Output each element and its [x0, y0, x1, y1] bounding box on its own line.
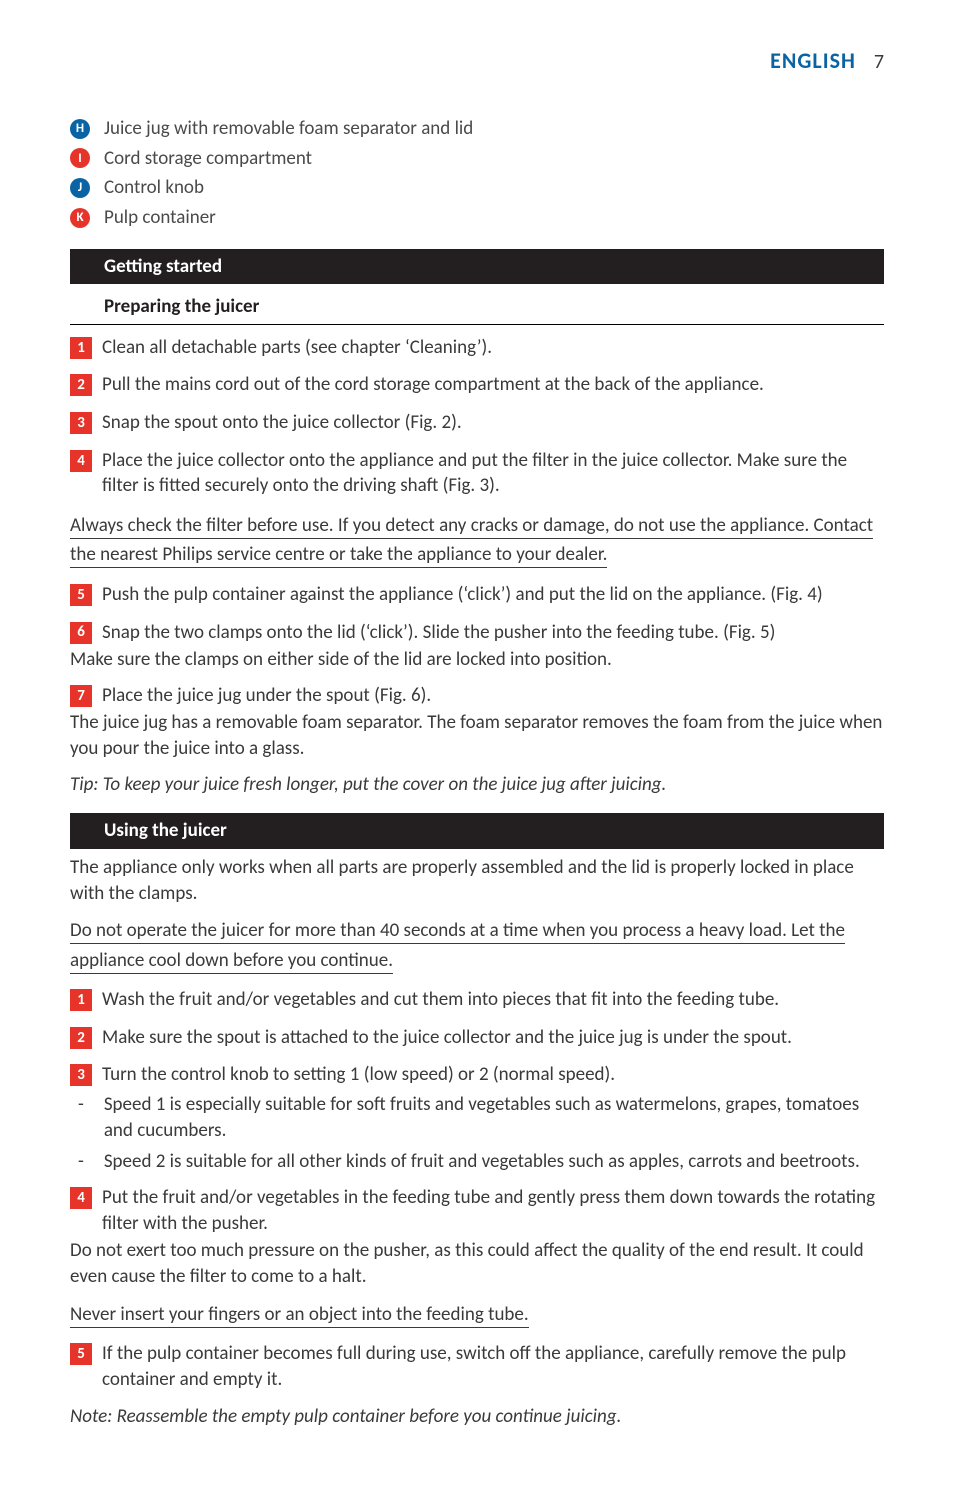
step-follow-text: Make sure the clamps on either side of t… — [70, 647, 884, 673]
header-language: ENGLISH — [770, 46, 856, 76]
letter-badge-h: H — [70, 119, 90, 139]
step-number: 4 — [70, 1187, 92, 1209]
bullet-item: - Speed 1 is especially suitable for sof… — [78, 1092, 884, 1143]
letter-badge-k: K — [70, 208, 90, 228]
step-row: 7 Place the juice jug under the spout (F… — [70, 683, 884, 709]
step-row: 5 Push the pulp container against the ap… — [70, 582, 884, 608]
parts-item: I Cord storage compartment — [70, 146, 884, 172]
step-row: 4 Place the juice collector onto the app… — [70, 448, 884, 499]
parts-item: H Juice jug with removable foam separato… — [70, 116, 884, 142]
bullet-item: - Speed 2 is suitable for all other kind… — [78, 1149, 884, 1175]
step-text: Make sure the spout is attached to the j… — [102, 1025, 792, 1051]
bullet-text: Speed 1 is especially suitable for soft … — [104, 1092, 884, 1143]
step-number: 4 — [70, 450, 92, 472]
header-page-number: 7 — [874, 49, 884, 76]
step-row: 3 Turn the control knob to setting 1 (lo… — [70, 1062, 884, 1088]
step-number: 3 — [70, 1064, 92, 1086]
warning-filter-check: Always check the filter before use. If y… — [70, 511, 884, 570]
step-text: Clean all detachable parts (see chapter … — [102, 335, 492, 361]
note-text: Note: Reassemble the empty pulp containe… — [70, 1404, 884, 1430]
step-number: 2 — [70, 1027, 92, 1049]
tip-text: Tip: To keep your juice fresh longer, pu… — [70, 772, 884, 798]
step-text: Snap the two clamps onto the lid (‘click… — [102, 620, 775, 646]
letter-badge-j: J — [70, 178, 90, 198]
step-row: 3 Snap the spout onto the juice collecto… — [70, 410, 884, 436]
dash-icon: - — [78, 1092, 84, 1143]
step-follow-text: Do not exert too much pressure on the pu… — [70, 1238, 884, 1289]
step-text: Pull the mains cord out of the cord stor… — [102, 372, 764, 398]
parts-text: Pulp container — [104, 205, 216, 231]
section-using-juicer: Using the juicer — [70, 813, 884, 849]
step-text: Push the pulp container against the appl… — [102, 582, 823, 608]
step-text: Turn the control knob to setting 1 (low … — [102, 1062, 615, 1088]
step-row: 1 Clean all detachable parts (see chapte… — [70, 335, 884, 361]
page-header: ENGLISH 7 — [70, 46, 884, 76]
step-row: 6 Snap the two clamps onto the lid (‘cli… — [70, 620, 884, 646]
step-text: Snap the spout onto the juice collector … — [102, 410, 462, 436]
page: ENGLISH 7 H Juice jug with removable foa… — [0, 0, 954, 1506]
warning-40-seconds: Do not operate the juicer for more than … — [70, 916, 884, 975]
step-number: 1 — [70, 989, 92, 1011]
warning-fingers: Never insert your fingers or an object i… — [70, 1300, 884, 1329]
step-number: 7 — [70, 685, 92, 707]
step-text: Wash the fruit and/or vegetables and cut… — [102, 987, 779, 1013]
step-follow-text: The juice jug has a removable foam separ… — [70, 710, 884, 761]
step-text: Put the fruit and/or vegetables in the f… — [102, 1185, 884, 1236]
step-text: Place the juice collector onto the appli… — [102, 448, 884, 499]
step-text: Place the juice jug under the spout (Fig… — [102, 683, 431, 709]
step-row: 4 Put the fruit and/or vegetables in the… — [70, 1185, 884, 1236]
parts-text: Control knob — [104, 175, 204, 201]
section-getting-started: Getting started — [70, 249, 884, 285]
intro-text: The appliance only works when all parts … — [70, 855, 884, 906]
parts-letter-list: H Juice jug with removable foam separato… — [70, 116, 884, 231]
dash-icon: - — [78, 1149, 84, 1175]
step-number: 5 — [70, 584, 92, 606]
step-number: 2 — [70, 374, 92, 396]
step-text: If the pulp container becomes full durin… — [102, 1341, 884, 1392]
bullet-text: Speed 2 is suitable for all other kinds … — [104, 1149, 860, 1175]
step-row: 1 Wash the fruit and/or vegetables and c… — [70, 987, 884, 1013]
step-number: 1 — [70, 337, 92, 359]
step-row: 5 If the pulp container becomes full dur… — [70, 1341, 884, 1392]
parts-item: K Pulp container — [70, 205, 884, 231]
step-row: 2 Pull the mains cord out of the cord st… — [70, 372, 884, 398]
parts-text: Juice jug with removable foam separator … — [104, 116, 473, 142]
subsection-preparing: Preparing the juicer — [70, 290, 884, 325]
step-number: 3 — [70, 412, 92, 434]
step-row: 2 Make sure the spout is attached to the… — [70, 1025, 884, 1051]
letter-badge-i: I — [70, 148, 90, 168]
parts-item: J Control knob — [70, 175, 884, 201]
step-number: 5 — [70, 1343, 92, 1365]
parts-text: Cord storage compartment — [104, 146, 312, 172]
step-number: 6 — [70, 622, 92, 644]
